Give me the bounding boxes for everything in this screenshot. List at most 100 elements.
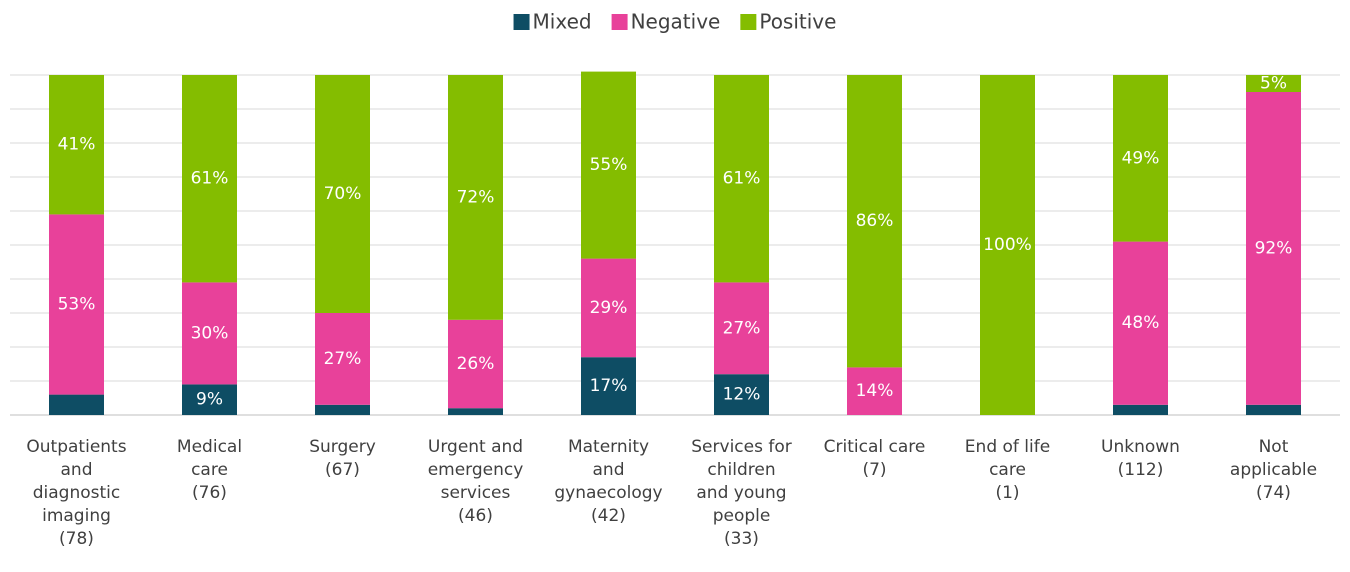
data-label: 5%: [1260, 74, 1287, 94]
x-tick-line: and: [593, 460, 625, 480]
x-tick-line: (33): [724, 529, 759, 549]
data-label: 26%: [457, 354, 495, 374]
data-label: 61%: [191, 169, 229, 189]
bar-segment: [182, 384, 237, 415]
legend-label: Positive: [759, 10, 836, 34]
x-tick-line: (74): [1256, 483, 1291, 503]
x-tick-label: End of life care (1): [965, 437, 1050, 503]
data-label: 29%: [590, 298, 628, 318]
data-label: 92%: [1255, 238, 1293, 258]
bar-segment: [1246, 75, 1301, 92]
x-tick-label: Unknown (112): [1101, 437, 1180, 480]
x-tick-label: Critical care (7): [824, 437, 926, 480]
data-label: 9%: [196, 390, 223, 410]
bar-segment: [448, 75, 503, 320]
x-tick-line: and young: [696, 483, 786, 503]
x-tick-line: Critical care: [824, 437, 926, 457]
data-label: 17%: [590, 376, 628, 396]
x-tick-line: Surgery: [309, 437, 376, 457]
bar-segment: [714, 75, 769, 283]
bar-segment: [581, 258, 636, 358]
x-tick-line: End of life: [965, 437, 1050, 457]
bar-segment: [714, 282, 769, 375]
x-tick-line: care: [989, 460, 1026, 480]
x-tick-line: children: [707, 460, 775, 480]
bar-segment: [182, 282, 237, 385]
legend: Mixed Negative Positive: [513, 10, 836, 34]
bar-segment: [847, 75, 902, 368]
bar-segment: [448, 319, 503, 409]
data-label: 27%: [324, 349, 362, 369]
bar-segment: [847, 367, 902, 415]
bar-segment: [1113, 404, 1168, 415]
x-tick-line: people: [713, 506, 771, 526]
x-tick-line: applicable: [1230, 460, 1317, 480]
x-tick-line: diagnostic: [33, 483, 121, 503]
data-label: 61%: [723, 169, 761, 189]
x-tick-line: (46): [458, 506, 493, 526]
legend-swatch: [611, 14, 628, 30]
x-tick-line: imaging: [42, 506, 111, 526]
data-label: 30%: [191, 323, 229, 343]
bar-segment: [1246, 404, 1301, 415]
x-tick-line: (112): [1118, 460, 1164, 480]
bar-segment: [49, 394, 104, 415]
bar-segment: [714, 374, 769, 415]
x-tick-label: Maternity and gynaecology (42): [554, 437, 662, 526]
data-label: 72%: [457, 187, 495, 207]
bar-segment: [980, 75, 1035, 415]
x-tick-line: Maternity: [568, 437, 649, 457]
data-label: 27%: [723, 318, 761, 338]
x-tick-label: Urgent and emergency services (46): [428, 437, 524, 526]
x-tick-line: Not: [1259, 437, 1289, 457]
data-label: 100%: [983, 235, 1032, 255]
x-tick-label: Medical care (76): [177, 437, 242, 503]
bar-segment: [182, 75, 237, 283]
data-label: 53%: [58, 295, 96, 315]
bar-segment: [1246, 92, 1301, 405]
x-tick-line: emergency: [428, 460, 524, 480]
x-tick-line: Outpatients: [26, 437, 126, 457]
x-tick-line: services: [441, 483, 511, 503]
x-tick-line: Unknown: [1101, 437, 1180, 457]
x-tick-line: (78): [59, 529, 94, 549]
x-tick-line: (7): [862, 460, 886, 480]
data-label: 12%: [723, 385, 761, 405]
x-tick-line: Medical: [177, 437, 242, 457]
bar-segment: [448, 408, 503, 415]
data-label: 49%: [1122, 148, 1160, 168]
bar-segment: [315, 404, 370, 415]
x-tick-label: Services for children and young people (33): [691, 437, 791, 549]
x-tick-line: care: [191, 460, 228, 480]
data-label: 41%: [58, 135, 96, 155]
x-tick-line: Services for: [691, 437, 791, 457]
x-tick-line: gynaecology: [554, 483, 662, 503]
data-label: 48%: [1122, 313, 1160, 333]
bar-segment: [1113, 75, 1168, 242]
x-tick-label: Outpatients and diagnostic imaging (78): [26, 437, 126, 549]
legend-label: Mixed: [533, 10, 592, 34]
data-label: 70%: [324, 184, 362, 204]
x-tick-label: Surgery (67): [309, 437, 376, 480]
x-tick-line: (67): [325, 460, 360, 480]
x-tick-line: Urgent and: [428, 437, 523, 457]
x-tick-line: (1): [995, 483, 1019, 503]
bar-segment: [581, 357, 636, 415]
legend-swatch: [513, 14, 530, 30]
bar-segment: [49, 75, 104, 215]
bar-segment: [49, 214, 104, 395]
legend-label: Negative: [631, 10, 721, 34]
legend-swatch: [740, 14, 757, 30]
data-label: 86%: [856, 211, 894, 231]
x-tick-line: (42): [591, 506, 626, 526]
x-tick-line: and: [61, 460, 93, 480]
data-label: 55%: [590, 155, 628, 175]
bar-segment: [581, 71, 636, 259]
x-tick-label: Not applicable (74): [1230, 437, 1317, 503]
data-label: 14%: [856, 381, 894, 401]
bar-segment: [1113, 241, 1168, 405]
bar-segment: [315, 313, 370, 405]
bar-segment: [315, 75, 370, 313]
x-tick-line: (76): [192, 483, 227, 503]
